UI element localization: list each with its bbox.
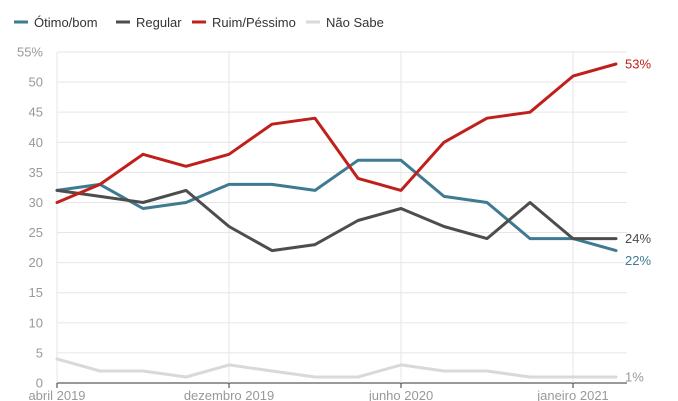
- y-tick-label: 30: [29, 195, 43, 210]
- gridlines: [56, 51, 627, 384]
- legend-label: Regular: [136, 15, 182, 30]
- y-tick-label: 20: [29, 255, 43, 270]
- x-tick-label: dezembro 2019: [184, 388, 274, 401]
- x-axis: abril 2019 dezembro 2019 junho 2020 janeiro…: [28, 383, 609, 401]
- legend-label: Não Sabe: [326, 15, 384, 30]
- y-tick-label: 45: [29, 105, 43, 120]
- y-tick-label: 25: [29, 225, 43, 240]
- x-tick-label: junho 2020: [368, 388, 433, 401]
- y-tick-label: 55%: [17, 45, 43, 60]
- x-tick-label: abril 2019: [28, 388, 85, 401]
- series-line--timo-bom: [55, 158, 618, 253]
- y-tick-label: 35: [29, 165, 43, 180]
- y-tick-label: 40: [29, 135, 43, 150]
- end-label: 53%: [625, 57, 651, 72]
- series-lines: [55, 62, 618, 379]
- series-line-regular: [55, 188, 618, 253]
- y-tick-label: 15: [29, 285, 43, 300]
- legend-label: Ótimo/bom: [34, 15, 98, 30]
- end-label: 22%: [625, 253, 651, 268]
- y-tick-label: 0: [36, 376, 43, 391]
- y-tick-label: 10: [29, 315, 43, 330]
- y-tick-label: 5: [36, 345, 43, 360]
- end-label: 24%: [625, 231, 651, 246]
- legend-label: Ruim/Péssimo: [212, 15, 296, 30]
- series-line-n-o-sabe: [55, 357, 618, 379]
- y-tick-label: 50: [29, 75, 43, 90]
- x-tick-label: janeiro 2021: [536, 388, 609, 401]
- end-labels: 22% 24% 53% 1%: [625, 57, 651, 385]
- y-axis: 0 5 10 15 20 25 30 35 40 45 50 55%: [17, 45, 43, 391]
- legend: Ótimo/bom Regular Ruim/Péssimo Não Sabe: [14, 15, 384, 30]
- series-line-ruim-p-ssimo: [55, 62, 618, 204]
- end-label: 1%: [625, 369, 644, 384]
